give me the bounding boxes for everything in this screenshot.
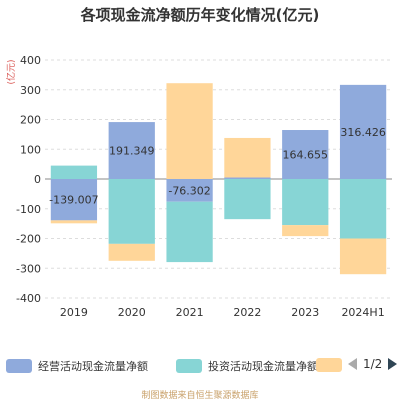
bar-financing — [50, 220, 98, 224]
chart-title: 各项现金流净额历年变化情况(亿元) — [80, 6, 320, 24]
x-tick-label: 2022 — [233, 306, 261, 319]
y-axis-label: (亿元) — [5, 59, 17, 84]
legend-pager: 1/2 — [348, 357, 398, 371]
chart-legend: 经营活动现金流量净额 投资活动现金流量净额 1/2 — [0, 354, 400, 378]
data-label: 191.349 — [109, 145, 155, 158]
bar-investing — [282, 179, 329, 226]
legend-swatch-financing — [316, 358, 342, 372]
y-tick-label: -400 — [16, 292, 41, 305]
x-tick-label: 2019 — [60, 306, 88, 319]
bar-investing — [166, 201, 213, 263]
x-tick-label: 2020 — [118, 306, 146, 319]
x-tick-label: 2021 — [176, 306, 204, 319]
legend-prev-icon[interactable] — [348, 358, 357, 370]
bar-operating — [224, 177, 271, 179]
y-tick-label: 300 — [20, 84, 41, 97]
y-tick-label: 400 — [20, 54, 41, 67]
bar-financing — [282, 225, 329, 237]
x-tick-label: 2024H1 — [341, 306, 384, 319]
bar-operating — [166, 179, 213, 202]
legend-label-investing: 投资活动现金流量净额 — [208, 360, 318, 373]
bar-investing — [224, 179, 271, 220]
legend-item-financing[interactable] — [316, 358, 348, 372]
x-tick-label: 2023 — [291, 306, 319, 319]
y-tick-label: -100 — [16, 203, 41, 216]
bar-financing — [224, 137, 271, 178]
bar-operating — [50, 179, 98, 221]
legend-next-icon[interactable] — [388, 358, 398, 370]
data-label: -139.007 — [49, 194, 98, 207]
bar-operating — [282, 130, 329, 179]
data-label: 316.426 — [340, 126, 386, 139]
data-label: 164.655 — [283, 149, 329, 162]
y-tick-label: -200 — [16, 233, 41, 246]
bar-financing — [166, 83, 213, 179]
legend-item-investing[interactable]: 投资活动现金流量净额 — [176, 358, 318, 374]
legend-swatch-investing — [176, 359, 202, 373]
bar-investing — [50, 165, 98, 179]
legend-label-operating: 经营活动现金流量净额 — [38, 360, 148, 373]
data-label: -76.302 — [168, 184, 210, 197]
y-tick-label: -300 — [16, 262, 41, 275]
bar-investing — [339, 179, 387, 239]
legend-page-indicator: 1/2 — [363, 357, 383, 371]
data-source-note: 制图数据来自恒生聚源数据库 — [141, 391, 259, 401]
y-tick-label: 200 — [20, 114, 41, 127]
y-tick-label: 100 — [20, 143, 41, 156]
bar-operating — [339, 84, 387, 179]
bar-financing — [339, 238, 387, 275]
bar-investing — [108, 179, 155, 244]
bar-operating — [108, 122, 155, 179]
y-tick-label: 0 — [34, 173, 41, 186]
bar-financing — [108, 243, 155, 261]
legend-swatch-operating — [6, 359, 32, 373]
legend-item-operating[interactable]: 经营活动现金流量净额 — [6, 358, 148, 374]
